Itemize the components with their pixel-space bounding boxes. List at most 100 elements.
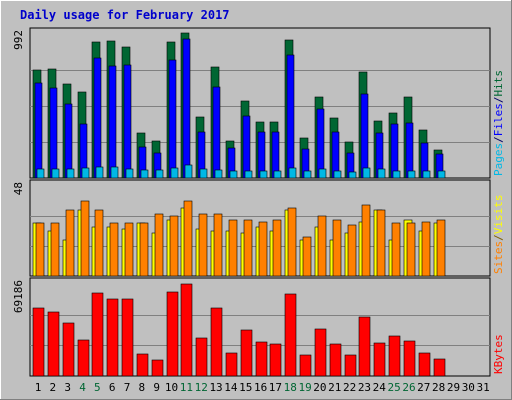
bar-kbytes-day-10	[166, 291, 179, 377]
x-tick-label: 26	[402, 381, 415, 394]
bar-pages-day-23	[362, 167, 371, 179]
bar-kbytes-day-9	[151, 359, 164, 377]
bar-pages-day-21	[333, 170, 342, 179]
bar-sites-day-8	[139, 222, 149, 277]
bar-sites-day-18	[287, 207, 297, 277]
bar-sites-day-13	[213, 213, 223, 277]
bar-pages-day-2	[51, 168, 60, 179]
bar-sites-day-3	[65, 209, 75, 277]
bar-kbytes-day-16	[255, 341, 268, 377]
bar-kbytes-day-7	[121, 298, 134, 377]
bar-pages-day-14	[229, 170, 238, 179]
bar-sites-day-2	[50, 222, 60, 277]
bar-kbytes-day-19	[299, 354, 312, 377]
x-tick-label: 1	[35, 381, 42, 394]
chart-title: Daily usage for February 2017	[20, 8, 230, 22]
bar-sites-day-22	[347, 224, 357, 277]
x-tick-label: 15	[239, 381, 252, 394]
legend-entry: Pages	[492, 143, 505, 176]
bar-sites-day-27	[421, 221, 431, 277]
bar-pages-day-18	[288, 167, 297, 179]
bar-sites-day-26	[406, 222, 416, 277]
bar-files-day-7	[123, 64, 132, 179]
bar-pages-day-15	[244, 170, 253, 179]
y-max-label: 992	[12, 30, 25, 50]
legend-entry: Hits	[492, 70, 505, 97]
x-tick-label: 28	[432, 381, 445, 394]
bar-kbytes-day-26	[403, 340, 416, 377]
y-max-label: 69186	[12, 280, 25, 313]
bar-kbytes-day-20	[314, 328, 327, 377]
x-tick-label: 13	[209, 381, 222, 394]
bar-kbytes-day-24	[373, 342, 386, 377]
bar-files-day-2	[49, 87, 58, 179]
bar-pages-day-17	[273, 170, 282, 179]
x-tick-label: 29	[447, 381, 460, 394]
bar-sites-day-17	[272, 219, 282, 277]
bar-pages-day-16	[259, 170, 268, 179]
panel-kbytes: 69186 KBytes	[12, 277, 505, 377]
bar-files-day-5	[93, 57, 102, 179]
bar-pages-day-4	[81, 167, 90, 179]
x-tick-label: 24	[373, 381, 387, 394]
bar-pages-day-8	[140, 169, 149, 179]
bar-kbytes-day-14	[225, 352, 238, 377]
bar-kbytes-day-4	[77, 339, 90, 377]
x-tick-label: 6	[109, 381, 116, 394]
bar-pages-day-7	[125, 168, 134, 179]
x-tick-label: 4	[79, 381, 86, 394]
bar-kbytes-day-5	[91, 292, 104, 377]
bar-sites-day-6	[109, 222, 119, 277]
bar-sites-day-4	[80, 200, 90, 277]
bar-pages-day-27	[422, 170, 431, 179]
bar-files-day-18	[286, 54, 295, 179]
x-tick-label: 25	[388, 381, 401, 394]
bar-kbytes-day-12	[195, 337, 208, 377]
x-tick-label: 20	[313, 381, 326, 394]
bar-kbytes-day-28	[433, 358, 446, 377]
bar-sites-day-14	[228, 219, 238, 277]
x-tick-label: 7	[124, 381, 131, 394]
bar-sites-day-23	[361, 204, 371, 277]
bar-sites-day-9	[154, 213, 164, 277]
bar-kbytes-day-11	[180, 283, 193, 377]
bar-files-day-11	[182, 38, 191, 179]
bar-pages-day-24	[377, 168, 386, 179]
bar-pages-day-3	[66, 168, 75, 179]
bar-sites-day-10	[169, 215, 179, 277]
bar-kbytes-day-18	[284, 293, 297, 377]
bar-sites-day-11	[183, 200, 193, 277]
bar-sites-day-25	[391, 222, 401, 277]
bar-pages-day-19	[303, 170, 312, 179]
bar-kbytes-day-25	[388, 335, 401, 377]
panel-visits-sites: 48 Sites/Visits	[12, 179, 505, 277]
bar-kbytes-day-17	[269, 343, 282, 377]
bar-pages-day-26	[407, 170, 416, 179]
bar-pages-day-12	[199, 168, 208, 179]
x-tick-label: 22	[343, 381, 356, 394]
bar-sites-day-28	[436, 219, 446, 277]
bar-pages-day-5	[95, 166, 104, 179]
legend-entry: Visits	[492, 195, 505, 235]
bar-kbytes-day-27	[418, 352, 431, 377]
bar-pages-day-9	[155, 169, 164, 179]
bar-pages-day-1	[36, 168, 45, 179]
bar-files-day-3	[64, 103, 73, 179]
x-tick-label: 21	[328, 381, 341, 394]
bar-sites-day-7	[124, 222, 134, 277]
bar-sites-day-16	[258, 221, 268, 277]
bar-pages-day-25	[392, 170, 401, 179]
legend-label: Sites/Visits	[492, 195, 505, 275]
bar-sites-day-15	[243, 219, 253, 277]
legend-label: KBytes	[492, 334, 505, 374]
bar-pages-day-22	[348, 171, 357, 179]
bar-kbytes-day-1	[32, 307, 45, 377]
bar-sites-day-5	[94, 209, 104, 277]
bar-files-day-20	[316, 108, 325, 179]
bar-sites-day-1	[35, 222, 45, 277]
bar-files-day-6	[108, 65, 117, 179]
bar-files-day-13	[212, 86, 221, 179]
